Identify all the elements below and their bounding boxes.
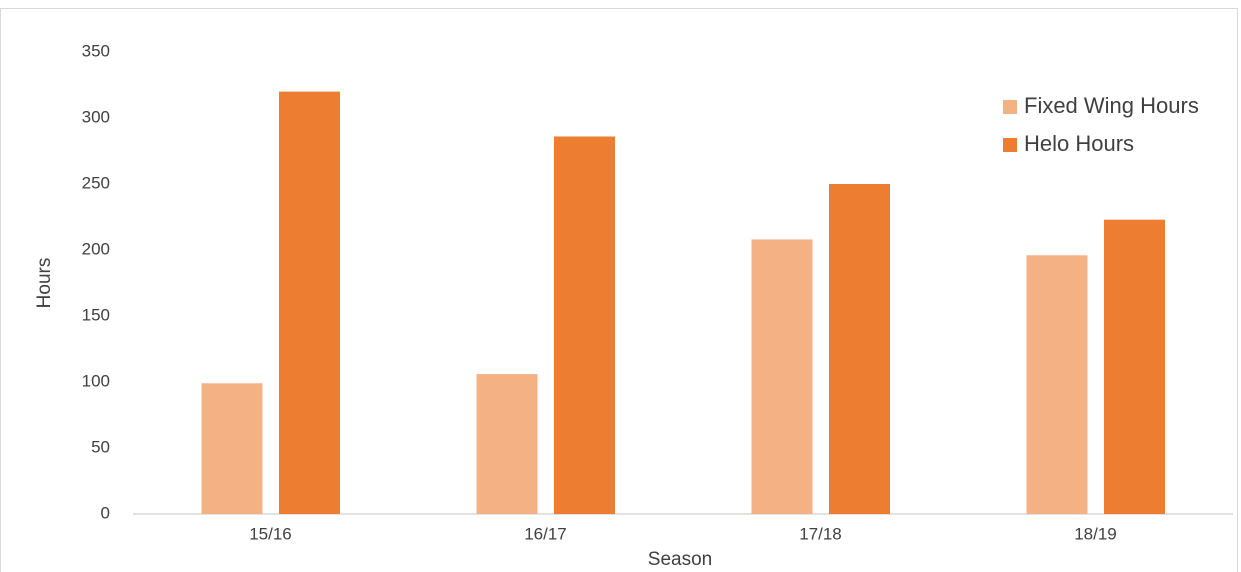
bar (751, 239, 813, 514)
bar (279, 91, 340, 514)
legend-swatch (1003, 138, 1017, 152)
bar (1104, 219, 1165, 514)
x-tick-label: 17/18 (799, 524, 842, 543)
y-tick-label: 200 (82, 239, 110, 258)
bar (476, 374, 538, 514)
legend-swatch (1003, 100, 1017, 114)
legend-label: Helo Hours (1024, 131, 1134, 156)
x-tick-label: 15/16 (249, 524, 292, 543)
x-axis-title: Season (648, 549, 712, 570)
bar (829, 184, 890, 514)
y-tick-label: 100 (82, 371, 110, 390)
bar (201, 383, 263, 514)
bar (1026, 255, 1088, 514)
y-tick-label: 250 (82, 173, 110, 192)
y-tick-label: 50 (91, 437, 110, 456)
y-tick-label: 150 (82, 305, 110, 324)
legend-label: Fixed Wing Hours (1024, 93, 1199, 118)
bar (554, 136, 615, 515)
x-tick-label: 18/19 (1074, 524, 1117, 543)
y-tick-label: 300 (82, 107, 110, 126)
y-tick-label: 0 (101, 503, 110, 522)
x-tick-label: 16/17 (524, 524, 567, 543)
y-tick-label: 350 (82, 41, 110, 60)
y-axis-title: Hours (34, 258, 55, 309)
